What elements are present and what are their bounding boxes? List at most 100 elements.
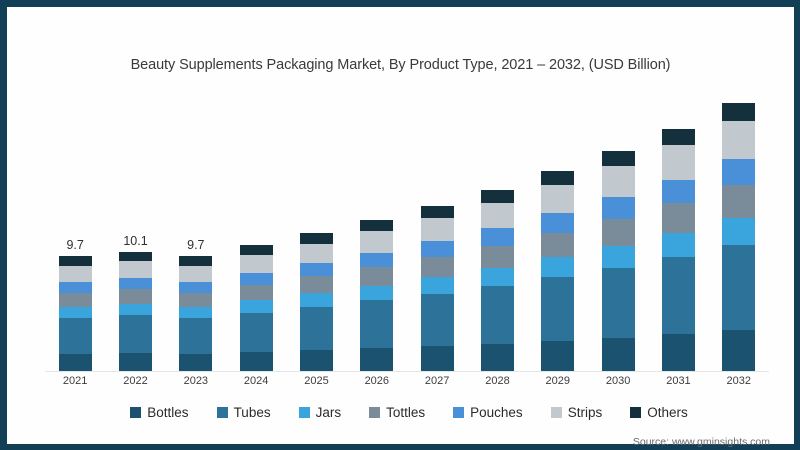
bar-segment-tottles[interactable] <box>661 202 695 233</box>
bar-segment-others[interactable] <box>118 251 152 262</box>
bar-segment-pouches[interactable] <box>239 272 273 285</box>
bar-segment-jars[interactable] <box>722 217 756 245</box>
bar-segment-others[interactable] <box>722 102 756 122</box>
bar-segment-jars[interactable] <box>299 292 333 307</box>
bar-segment-tubes[interactable] <box>541 277 575 341</box>
bar-segment-others[interactable] <box>179 256 213 266</box>
bar-segment-tubes[interactable] <box>239 312 273 353</box>
stacked-bar[interactable] <box>299 232 333 371</box>
bar-segment-others[interactable] <box>299 232 333 244</box>
bar-segment-jars[interactable] <box>661 232 695 257</box>
legend-item-bottles[interactable]: Bottles <box>130 405 189 420</box>
stacked-bar[interactable]: 9.7 <box>58 238 92 371</box>
legend-item-tottles[interactable]: Tottles <box>369 405 425 420</box>
bar-segment-others[interactable] <box>58 256 92 266</box>
stacked-bar[interactable]: 9.7 <box>179 238 213 371</box>
bar-segment-pouches[interactable] <box>541 213 575 233</box>
bar-segment-tubes[interactable] <box>58 317 92 354</box>
bar-segment-strips[interactable] <box>601 166 635 198</box>
bar-segment-others[interactable] <box>480 189 514 203</box>
bar-segment-tottles[interactable] <box>239 284 273 301</box>
bar-segment-strips[interactable] <box>541 185 575 214</box>
bar-segment-strips[interactable] <box>118 261 152 278</box>
bar-segment-pouches[interactable] <box>360 252 394 267</box>
bar-segment-others[interactable] <box>420 205 454 218</box>
bar-segment-strips[interactable] <box>420 217 454 242</box>
bar-segment-tottles[interactable] <box>299 276 333 293</box>
bar-segment-tubes[interactable] <box>420 293 454 347</box>
stacked-bar[interactable] <box>239 245 273 371</box>
bar-segment-tottles[interactable] <box>179 292 213 307</box>
bar-segment-others[interactable] <box>541 171 575 186</box>
bar-segment-pouches[interactable] <box>661 179 695 203</box>
bar-segment-tottles[interactable] <box>360 267 394 286</box>
bar-segment-tubes[interactable] <box>360 300 394 349</box>
bar-segment-strips[interactable] <box>239 255 273 273</box>
bar-segment-bottles[interactable] <box>299 350 333 371</box>
bar-segment-tubes[interactable] <box>179 317 213 354</box>
bar-segment-tubes[interactable] <box>480 285 514 344</box>
stacked-bar[interactable] <box>722 102 756 371</box>
bar-segment-tottles[interactable] <box>722 184 756 218</box>
stacked-bar[interactable] <box>661 128 695 371</box>
bar-segment-jars[interactable] <box>420 277 454 294</box>
bar-segment-others[interactable] <box>239 245 273 256</box>
bar-segment-pouches[interactable] <box>179 281 213 293</box>
bar-segment-tottles[interactable] <box>541 232 575 258</box>
bar-segment-strips[interactable] <box>299 243 333 263</box>
legend-item-jars[interactable]: Jars <box>298 405 341 420</box>
bar-segment-bottles[interactable] <box>118 353 152 371</box>
bar-segment-pouches[interactable] <box>480 228 514 246</box>
bar-segment-pouches[interactable] <box>601 197 635 219</box>
stacked-bar[interactable] <box>480 189 514 371</box>
bar-segment-tubes[interactable] <box>722 244 756 331</box>
bar-segment-strips[interactable] <box>480 202 514 229</box>
stacked-bar[interactable]: 10.1 <box>118 234 152 371</box>
bar-segment-others[interactable] <box>601 151 635 167</box>
stacked-bar[interactable] <box>601 151 635 371</box>
bar-segment-jars[interactable] <box>179 306 213 318</box>
bar-segment-strips[interactable] <box>722 121 756 160</box>
bar-segment-tottles[interactable] <box>601 218 635 246</box>
bar-segment-strips[interactable] <box>360 231 394 253</box>
bar-segment-pouches[interactable] <box>420 241 454 257</box>
legend-item-others[interactable]: Others <box>630 405 688 420</box>
bar-segment-jars[interactable] <box>480 267 514 286</box>
bar-segment-bottles[interactable] <box>722 330 756 371</box>
bar-segment-pouches[interactable] <box>299 262 333 277</box>
bar-segment-bottles[interactable] <box>239 352 273 371</box>
stacked-bar[interactable] <box>420 205 454 371</box>
bar-segment-strips[interactable] <box>661 145 695 180</box>
bar-segment-tottles[interactable] <box>480 245 514 268</box>
bar-segment-tubes[interactable] <box>601 267 635 338</box>
bar-segment-bottles[interactable] <box>661 334 695 371</box>
bar-segment-others[interactable] <box>360 219 394 232</box>
bar-segment-strips[interactable] <box>58 265 92 282</box>
stacked-bar[interactable] <box>360 219 394 371</box>
bar-segment-tubes[interactable] <box>299 306 333 351</box>
bar-segment-jars[interactable] <box>541 257 575 278</box>
bar-segment-tubes[interactable] <box>118 315 152 354</box>
bar-segment-tottles[interactable] <box>118 289 152 304</box>
bar-segment-bottles[interactable] <box>179 353 213 371</box>
bar-segment-strips[interactable] <box>179 265 213 282</box>
bar-segment-pouches[interactable] <box>118 277 152 290</box>
bar-segment-tottles[interactable] <box>58 292 92 307</box>
bar-segment-bottles[interactable] <box>480 343 514 371</box>
bar-segment-bottles[interactable] <box>541 340 575 371</box>
bar-segment-jars[interactable] <box>58 306 92 318</box>
bar-segment-others[interactable] <box>661 128 695 146</box>
bar-segment-pouches[interactable] <box>58 281 92 293</box>
bar-segment-bottles[interactable] <box>420 346 454 371</box>
bar-segment-jars[interactable] <box>360 285 394 301</box>
bar-segment-tottles[interactable] <box>420 256 454 278</box>
bar-segment-jars[interactable] <box>601 245 635 268</box>
bar-segment-pouches[interactable] <box>722 159 756 185</box>
bar-segment-jars[interactable] <box>239 300 273 313</box>
stacked-bar[interactable] <box>541 171 575 371</box>
bar-segment-jars[interactable] <box>118 303 152 316</box>
bar-segment-bottles[interactable] <box>360 348 394 371</box>
legend-item-tubes[interactable]: Tubes <box>216 405 271 420</box>
legend-item-pouches[interactable]: Pouches <box>453 405 523 420</box>
bar-segment-tubes[interactable] <box>661 256 695 335</box>
